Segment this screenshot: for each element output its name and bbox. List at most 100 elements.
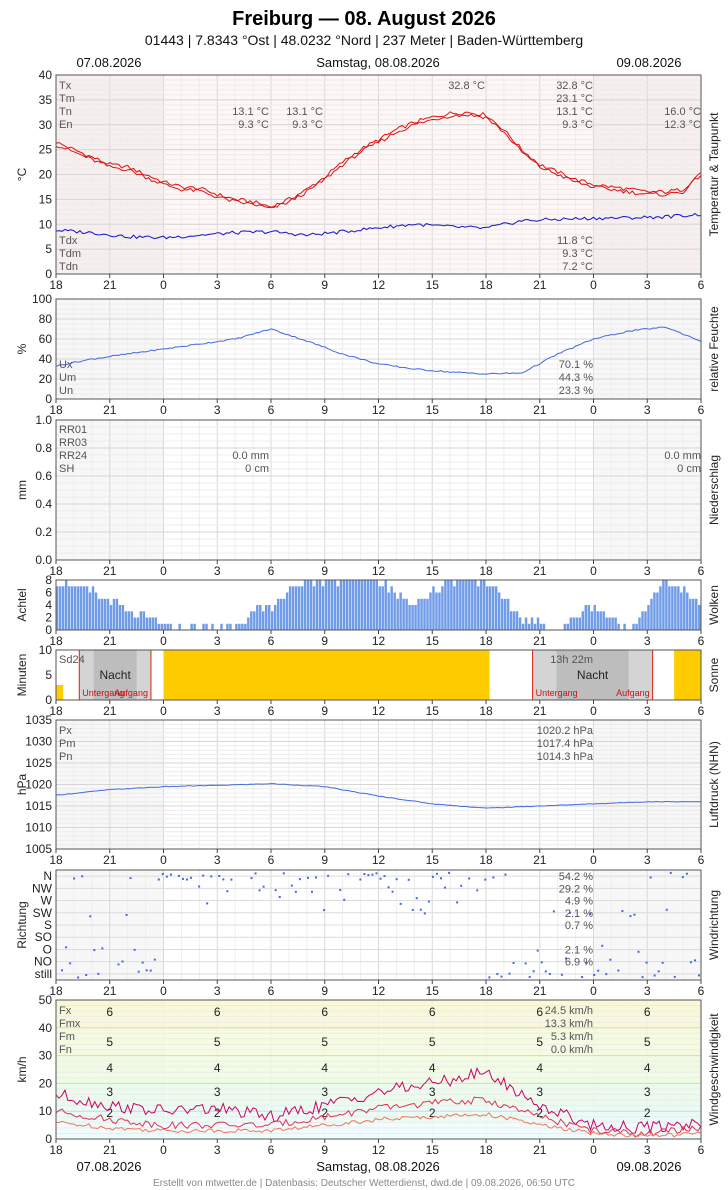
humidity-stat: 70.1 %	[559, 359, 593, 371]
cloud-bar	[309, 580, 313, 630]
cloud-bar	[429, 592, 432, 630]
humidity-xtick-label: 18	[479, 403, 493, 417]
windspeed-ytick-label: 20	[39, 1076, 53, 1090]
pressure-xtick-label: 3	[644, 853, 651, 867]
windspeed-xtick-label: 6	[698, 1143, 705, 1157]
temp-xtick-label: 6	[698, 278, 705, 292]
clouds-xtick-label: 3	[644, 634, 651, 648]
winddir-point	[210, 875, 213, 878]
winddir-point	[681, 876, 684, 879]
winddir-point	[85, 974, 88, 976]
precip-legend-RR01: RR01	[59, 424, 87, 436]
cloud-bar	[247, 617, 250, 630]
cloud-bar	[121, 605, 125, 630]
cloud-bar	[474, 580, 477, 630]
wind-speed-line	[55, 1111, 702, 1139]
winddir-category-label: SW	[33, 906, 53, 920]
winddir-point	[693, 959, 696, 962]
humidity-ylabel: %	[15, 343, 29, 354]
beaufort-label: 2	[536, 1106, 543, 1120]
winddir-point	[294, 890, 297, 893]
cloud-bar	[178, 623, 181, 631]
precip-day-snow: 0 cm	[245, 463, 269, 475]
cloud-bar	[354, 580, 358, 630]
pressure-ytick-label: 1020	[25, 778, 52, 792]
precip-xtick-label: 21	[103, 564, 117, 578]
cloud-bar	[238, 623, 241, 631]
winddir-xtick-label: 6	[268, 984, 275, 998]
cloud-bar	[399, 592, 402, 630]
precip-xtick-label: 3	[644, 564, 651, 578]
temp-ytick-label: 0	[45, 267, 52, 281]
winddir-point	[141, 961, 144, 964]
temp-xtick-label: 0	[590, 278, 597, 292]
cloud-bar	[477, 586, 480, 631]
cloud-bar	[154, 617, 157, 630]
cloud-bar	[244, 623, 247, 631]
humidity-xtick-label: 3	[644, 403, 651, 417]
sun-xtick-label: 0	[160, 704, 167, 718]
winddir-point	[165, 875, 168, 878]
temp-legend-Tm: Tm	[59, 93, 75, 105]
pressure-xtick-label: 18	[49, 853, 63, 867]
winddir-point	[488, 976, 491, 979]
cloud-bar	[294, 586, 298, 631]
cloud-bar	[291, 586, 295, 631]
beaufort-band	[56, 1122, 701, 1139]
night-core	[556, 650, 629, 700]
beaufort-label: 5	[644, 1035, 651, 1049]
cloud-bar	[611, 617, 614, 630]
sun-xtick-label: 6	[698, 704, 705, 718]
dew-legend-Tdm: Tdm	[59, 248, 81, 260]
beaufort-label: 3	[536, 1085, 543, 1099]
precip-xtick-label: 6	[698, 564, 705, 578]
winddir-point	[456, 901, 459, 904]
cloud-bar	[512, 611, 516, 631]
winddir-point	[427, 900, 430, 903]
winddir-point	[93, 949, 96, 952]
cloud-bar	[157, 623, 160, 631]
cloud-bar	[100, 598, 104, 631]
date-left-top: 07.08.2026	[76, 55, 141, 70]
winddir-point	[310, 890, 313, 893]
temp-ytick-label: 5	[45, 242, 52, 256]
wind-stat: 24.5 km/h	[545, 1005, 593, 1017]
cloud-bar	[220, 623, 223, 631]
cloud-bar	[235, 623, 238, 631]
pressure-ytick-label: 1010	[25, 821, 52, 835]
temp-side-label: Temperatur & Taupunkt	[707, 112, 721, 237]
winddir-point	[274, 889, 277, 892]
humidity-xtick-label: 0	[160, 403, 167, 417]
cloud-bar	[459, 580, 462, 630]
humidity-ytick-label: 60	[39, 332, 53, 346]
temp-xtick-label: 3	[644, 278, 651, 292]
cloud-bar	[405, 598, 408, 631]
winddir-point	[407, 878, 410, 881]
cloud-bar	[145, 617, 149, 630]
winddir-point	[65, 946, 68, 949]
cloud-bar	[456, 580, 459, 630]
winddir-point	[121, 960, 124, 963]
cloud-bar	[256, 605, 259, 630]
precip-xtick-label: 9	[321, 564, 328, 578]
cloud-bar	[605, 617, 608, 630]
cloud-bar	[312, 586, 316, 631]
cloud-bar	[515, 611, 519, 631]
winddir-point	[439, 877, 442, 880]
temp-next-day-stat: 16.0 °C	[664, 106, 701, 118]
cloud-bar	[381, 586, 384, 631]
temp-day1-min: 13.1 °C	[232, 106, 269, 118]
cloud-bar	[486, 586, 489, 631]
winddir-xtick-label: 18	[479, 984, 493, 998]
winddir-point	[669, 871, 672, 874]
cloud-bar	[602, 611, 605, 631]
cloud-bar	[665, 580, 668, 630]
clouds-ytick-label: 6	[45, 586, 52, 600]
humidity-ytick-label: 40	[39, 352, 53, 366]
dewpoint-line	[55, 212, 702, 240]
temp-day-stat: 9.3 °C	[562, 119, 593, 131]
pressure-ylabel: hPa	[15, 774, 29, 796]
cloud-bar	[506, 598, 510, 631]
winddir-point	[645, 961, 648, 964]
precip-ytick-label: 0.8	[35, 441, 52, 455]
